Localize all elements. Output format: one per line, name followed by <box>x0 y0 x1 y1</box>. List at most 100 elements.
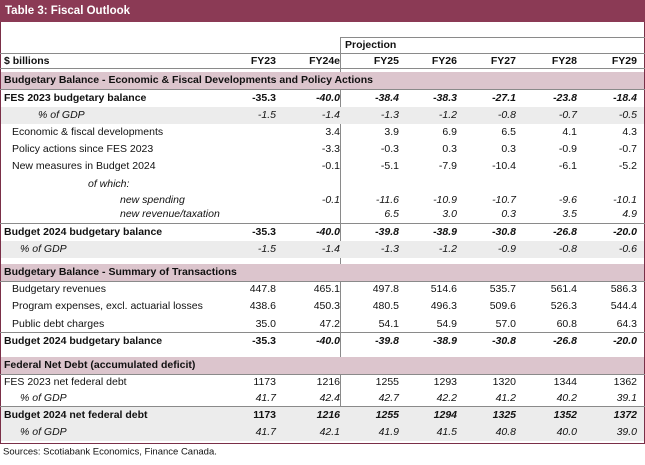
cell-value: -20.0 <box>613 335 637 347</box>
cell-value: 1173 <box>253 376 276 388</box>
column-header: FY25 <box>374 55 399 67</box>
cell-value: -3.3 <box>322 143 340 155</box>
cell-value: -30.8 <box>492 335 516 347</box>
cell-value: -40.0 <box>316 335 340 347</box>
cell-value: 41.5 <box>437 426 458 438</box>
cell-value: -5.2 <box>619 160 637 172</box>
cell-value: 1293 <box>434 376 458 388</box>
cell-value: 586.3 <box>611 283 637 295</box>
cell-value: -5.1 <box>381 160 399 172</box>
cell-value: -35.3 <box>252 226 276 238</box>
cell-value: -0.7 <box>559 109 578 121</box>
cell-value: -35.3 <box>252 335 276 347</box>
cell-value: 1372 <box>614 409 638 421</box>
source-note: Sources: Scotiabank Economics, Finance C… <box>3 447 217 458</box>
cell-value: 41.2 <box>496 392 517 404</box>
cell-value: 42.4 <box>320 392 341 404</box>
cell-value: -0.5 <box>619 109 637 121</box>
cell-value: -0.7 <box>619 143 637 155</box>
section-band <box>1 72 644 89</box>
cell-value: -38.9 <box>433 226 457 238</box>
cell-value: 47.2 <box>320 318 341 330</box>
title-bar <box>0 0 645 22</box>
cell-value: -18.4 <box>613 92 637 104</box>
cell-value: 0.3 <box>501 208 516 220</box>
section-title: Budgetary Balance - Summary of Transacti… <box>4 266 237 278</box>
cell-value: -1.4 <box>322 109 340 121</box>
cell-value: -7.9 <box>439 160 457 172</box>
cell-value: -1.5 <box>258 243 276 255</box>
cell-value: 6.9 <box>442 126 457 138</box>
cell-value: 1294 <box>434 409 458 421</box>
cell-value: -10.7 <box>492 194 517 206</box>
row-label: FES 2023 net federal debt <box>4 376 127 388</box>
column-header: FY23 <box>251 55 276 67</box>
cell-value: 1325 <box>493 409 517 421</box>
unit-label: $ billions <box>4 55 50 67</box>
cell-value: 1173 <box>253 409 276 421</box>
cell-value: 40.2 <box>557 392 578 404</box>
row-label: Policy actions since FES 2023 <box>12 143 153 155</box>
cell-value: 4.1 <box>562 126 577 138</box>
cell-value: 1344 <box>554 376 578 388</box>
row-label: Program expenses, excl. actuarial losses <box>12 300 203 312</box>
column-header: FY26 <box>432 55 457 67</box>
cell-value: 39.0 <box>617 426 638 438</box>
cell-value: -40.0 <box>316 92 340 104</box>
row-label: Public debt charges <box>12 318 104 330</box>
cell-value: -1.4 <box>322 243 340 255</box>
cell-value: 54.9 <box>437 318 458 330</box>
cell-value: 1255 <box>376 376 400 388</box>
cell-value: 6.5 <box>501 126 516 138</box>
cell-value: -0.9 <box>498 243 516 255</box>
cell-value: 438.6 <box>250 300 276 312</box>
cell-value: 6.5 <box>384 208 399 220</box>
cell-value: -35.3 <box>252 92 276 104</box>
projection-label: Projection <box>345 39 396 51</box>
cell-value: 1352 <box>554 409 578 421</box>
cell-value: 526.3 <box>551 300 577 312</box>
cell-value: -40.0 <box>316 226 340 238</box>
cell-value: 64.3 <box>617 318 638 330</box>
row-label: of which: <box>88 178 130 190</box>
cell-value: -39.8 <box>375 226 399 238</box>
cell-value: 3.0 <box>442 208 457 220</box>
cell-value: -1.2 <box>439 109 457 121</box>
row-label: new revenue/taxation <box>120 208 220 220</box>
cell-value: -27.1 <box>492 92 516 104</box>
column-header: FY27 <box>491 55 516 67</box>
cell-value: -10.4 <box>492 160 516 172</box>
cell-value: 3.4 <box>325 126 340 138</box>
cell-value: -0.6 <box>619 243 637 255</box>
row-shade <box>1 407 644 424</box>
cell-value: 1216 <box>317 376 341 388</box>
cell-value: -0.8 <box>498 109 516 121</box>
cell-value: 40.8 <box>496 426 517 438</box>
cell-value: -1.3 <box>381 109 399 121</box>
row-label: Budget 2024 budgetary balance <box>4 226 162 238</box>
row-label: Budgetary revenues <box>12 283 106 295</box>
cell-value: 561.4 <box>551 283 577 295</box>
column-header: FY29 <box>612 55 637 67</box>
row-label: New measures in Budget 2024 <box>12 160 156 172</box>
cell-value: 40.0 <box>557 426 578 438</box>
cell-value: -26.8 <box>553 226 577 238</box>
cell-value: -11.6 <box>376 194 399 206</box>
cell-value: -38.9 <box>433 335 457 347</box>
cell-value: -0.8 <box>559 243 577 255</box>
cell-value: 447.8 <box>250 283 276 295</box>
cell-value: 42.7 <box>379 392 401 404</box>
cell-value: 465.1 <box>314 283 340 295</box>
row-label: FES 2023 budgetary balance <box>4 92 147 104</box>
row-label: Economic & fiscal developments <box>12 126 163 138</box>
cell-value: -0.1 <box>322 194 340 206</box>
cell-value: -0.3 <box>381 143 399 155</box>
cell-value: 3.9 <box>384 126 399 138</box>
cell-value: 1255 <box>376 409 400 421</box>
cell-value: -38.4 <box>375 92 399 104</box>
cell-value: -38.3 <box>433 92 457 104</box>
cell-value: -0.9 <box>559 143 577 155</box>
row-label: % of GDP <box>20 243 67 255</box>
column-header: FY24e <box>309 55 340 67</box>
